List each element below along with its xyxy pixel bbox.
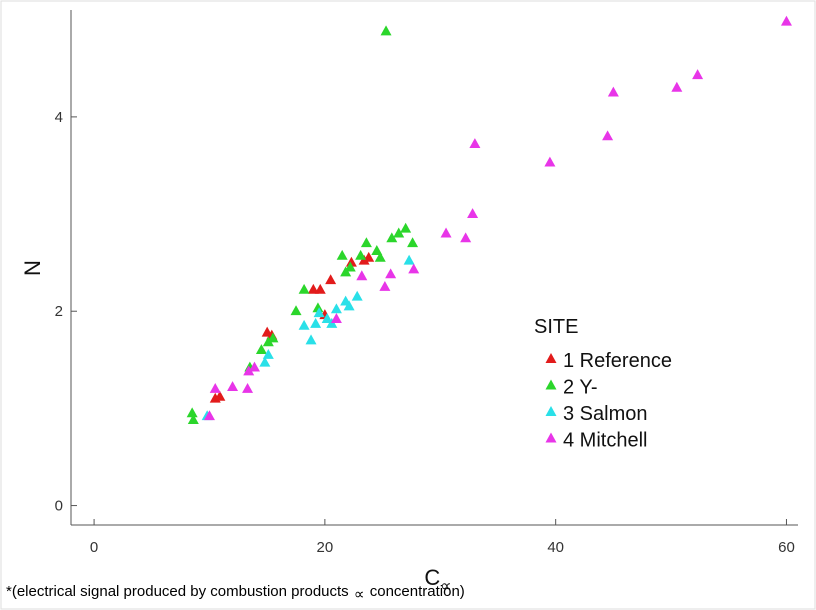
data-points: [186, 15, 792, 425]
data-point: [314, 283, 326, 294]
series-4: [203, 15, 792, 421]
data-point: [351, 290, 363, 301]
legend-marker: [545, 353, 557, 363]
data-point: [544, 156, 556, 167]
data-point: [203, 410, 215, 421]
data-point: [262, 349, 274, 359]
data-point: [305, 334, 317, 345]
x-tick-label: 20: [317, 539, 334, 556]
data-point: [408, 263, 420, 274]
legend: SITE 1 Reference 2 Y- 3 Salmon 4 Mitchell: [534, 316, 672, 452]
data-point: [607, 86, 619, 97]
data-point: [312, 302, 324, 313]
legend-marker: [545, 379, 557, 390]
data-point: [227, 381, 239, 391]
data-point: [374, 251, 386, 262]
data-point: [209, 383, 221, 393]
data-point: [379, 280, 391, 291]
data-point: [780, 15, 792, 26]
legend-entry: 4 Mitchell: [563, 430, 647, 452]
data-point: [356, 270, 368, 281]
data-point: [186, 407, 198, 418]
y-axis-label: N: [20, 260, 45, 276]
x-tick-label: 0: [90, 539, 98, 556]
data-point: [325, 274, 337, 285]
data-point: [386, 232, 398, 243]
legend-entry: 2 Y-: [563, 377, 597, 399]
data-point: [692, 69, 704, 80]
data-point: [355, 249, 367, 260]
data-point: [321, 313, 333, 323]
legend-title: SITE: [534, 316, 578, 338]
data-point: [330, 313, 342, 323]
data-point: [403, 254, 415, 265]
x-axis-label-subscript: ∝: [440, 578, 451, 595]
data-point: [440, 227, 452, 238]
data-point: [336, 249, 348, 260]
data-point: [371, 245, 383, 255]
data-point: [363, 251, 375, 262]
data-point: [267, 332, 279, 343]
data-point: [385, 268, 397, 279]
data-point: [187, 414, 199, 425]
data-point: [393, 227, 405, 238]
data-point: [345, 256, 357, 267]
data-point: [460, 232, 472, 243]
footnote-text-start: *(electrical signal produced by combusti…: [6, 583, 349, 600]
data-point: [290, 305, 302, 316]
data-point: [307, 283, 319, 294]
data-point: [298, 319, 310, 330]
data-point: [344, 261, 356, 272]
x-tick-label: 40: [547, 539, 564, 556]
y-tick-label: 2: [55, 303, 63, 320]
legend-marker: [545, 406, 557, 416]
data-point: [248, 361, 260, 372]
data-point: [343, 300, 355, 311]
data-point: [255, 344, 267, 355]
legend-entry: 3 Salmon: [563, 403, 648, 425]
data-point: [400, 222, 412, 233]
data-point: [259, 356, 271, 367]
legend-marker: [545, 432, 557, 443]
data-point: [380, 25, 392, 36]
data-point: [467, 208, 479, 219]
data-point: [298, 283, 310, 294]
footnote-text-end: concentration): [369, 583, 465, 600]
data-point: [242, 383, 254, 393]
data-point: [469, 138, 481, 149]
data-point: [313, 307, 325, 318]
data-point: [360, 237, 372, 248]
y-tick-label: 4: [55, 109, 63, 126]
data-point: [602, 130, 614, 141]
legend-entry: 1 Reference: [563, 350, 672, 372]
data-point: [310, 317, 322, 328]
data-point: [243, 365, 255, 376]
proportional-symbol: ∝: [353, 586, 365, 603]
data-point: [407, 237, 419, 248]
footnote: *(electrical signal produced by combusti…: [6, 582, 465, 603]
data-point: [330, 303, 342, 314]
data-point: [671, 81, 683, 92]
data-point: [214, 390, 226, 401]
x-tick-label: 60: [778, 539, 795, 556]
y-tick-label: 0: [55, 498, 63, 515]
